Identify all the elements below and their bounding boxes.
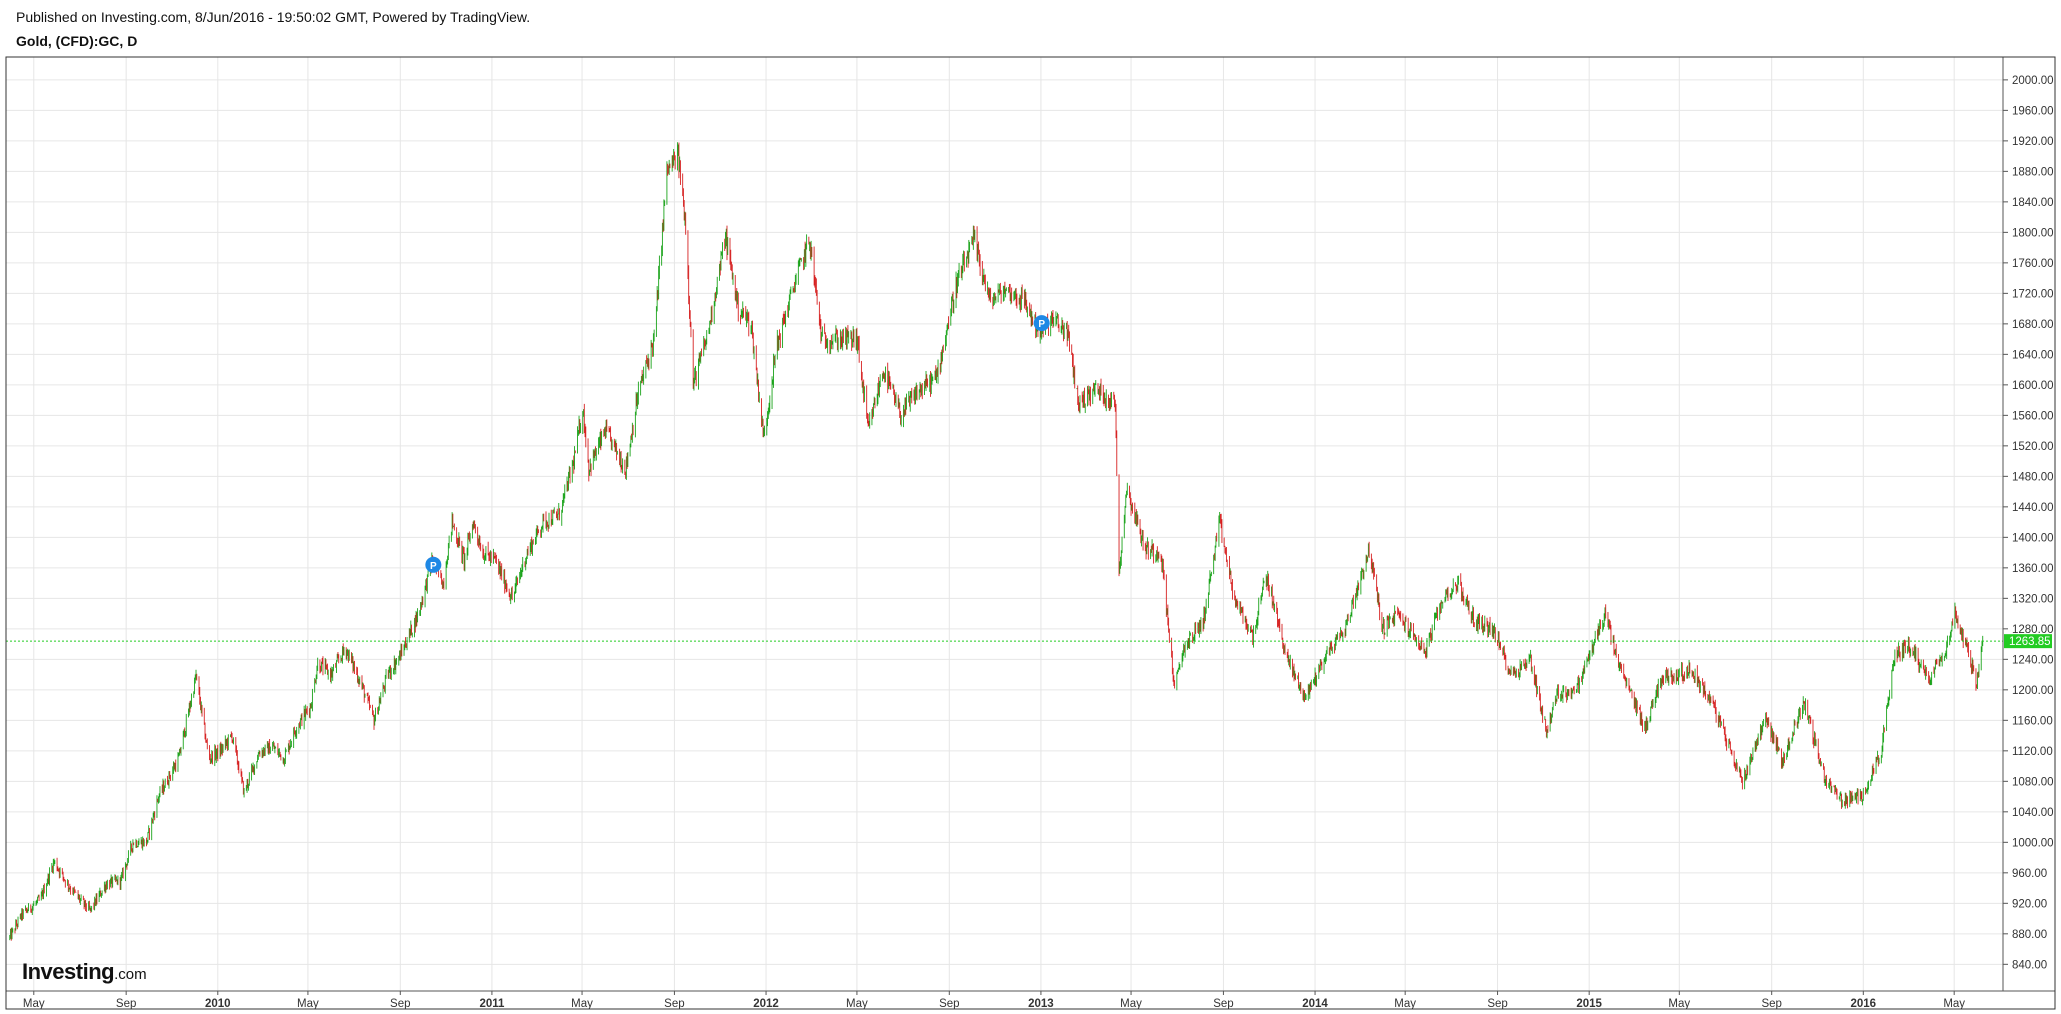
time-tick-label: Sep [116,998,136,1010]
chart-frame [5,56,2056,1010]
price-tick-label: 1760.00 [2012,258,2054,270]
price-tick-label: 1960.00 [2012,105,2054,117]
time-axis: May Sep 2010 May Sep 2011 May Sep 2012 May Sep 2013… [23,991,1965,1010]
price-tick-label: 1040.00 [2012,807,2054,819]
last-price-label: 1263.85 [2009,636,2051,648]
logo-suffix: .com [114,966,147,983]
price-tick-label: 1280.00 [2012,624,2054,636]
time-tick-label: May [1394,998,1416,1010]
last-price-tag: 1263.85 [2004,634,2052,649]
time-tick-label: 2013 [1028,998,1054,1010]
event-marker-label: P [430,561,437,572]
logo-main: Investing [22,959,115,984]
price-tick-label: 840.00 [2012,959,2047,971]
price-tick-label: 1080.00 [2012,776,2054,788]
price-tick-label: 1640.00 [2012,349,2054,361]
price-tick-label: 1600.00 [2012,380,2054,392]
time-tick-label: 2012 [753,998,779,1010]
time-tick-label: 2011 [479,998,505,1010]
price-tick-label: 1160.00 [2012,715,2053,727]
time-tick-label: May [1943,998,1965,1010]
price-tick-label: 1720.00 [2012,288,2054,300]
price-tick-label: 960.00 [2012,868,2047,880]
published-note: Published on Investing.com, 8/Jun/2016 -… [16,9,531,25]
event-marker-label: P [1038,319,1045,330]
price-tick-label: 1800.00 [2012,227,2054,239]
price-tick-label: 880.00 [2012,929,2047,941]
time-tick-label: Sep [390,998,410,1010]
price-tick-label: 1400.00 [2012,532,2054,544]
last-price-bg [2004,634,2052,649]
markers: PP [425,315,1050,573]
price-tick-label: 1240.00 [2012,654,2054,666]
time-tick-label: 2015 [1576,998,1602,1010]
time-tick-label: Sep [1213,998,1233,1010]
time-tick-label: Sep [1761,998,1781,1010]
candles [9,142,1984,941]
price-tick-label: 2000.00 [2012,75,2054,87]
time-tick-label: May [1668,998,1690,1010]
time-tick-label: May [571,998,593,1010]
price-tick-label: 1440.00 [2012,502,2054,514]
price-tick-label: 920.00 [2012,898,2047,910]
investing-logo: Investing.com [22,959,147,985]
time-tick-label: Sep [939,998,959,1010]
price-tick-label: 1840.00 [2012,197,2054,209]
time-tick-label: May [1120,998,1142,1010]
price-tick-label: 1680.00 [2012,319,2054,331]
price-tick-label: 1120.00 [2012,746,2053,758]
time-tick-label: Sep [1487,998,1507,1010]
event-marker [1033,315,1050,332]
price-tick-label: 1920.00 [2012,136,2054,148]
price-tick-label: 1360.00 [2012,563,2054,575]
price-tick-label: 1520.00 [2012,441,2054,453]
time-tick-label: May [297,998,319,1010]
price-axis: 840.00 880.00 920.00 960.00 1000.00 1040.00 10… [2003,75,2054,971]
time-tick-label: 2010 [205,998,231,1010]
plot-area[interactable] [6,57,2003,1009]
time-tick-label: 2016 [1851,998,1877,1010]
time-tick-label: Sep [664,998,684,1010]
time-tick-label: May [846,998,868,1010]
time-tick-label: May [23,998,45,1010]
price-tick-label: 1200.00 [2012,685,2054,697]
price-tick-label: 1480.00 [2012,471,2054,483]
event-marker [425,556,442,573]
price-tick-label: 1320.00 [2012,593,2054,605]
price-tick-label: 1880.00 [2012,166,2054,178]
time-tick-label: 2014 [1302,998,1328,1010]
symbol-label: Gold, (CFD):GC, D [16,33,138,49]
price-tick-label: 1000.00 [2012,837,2054,849]
price-tick-label: 1560.00 [2012,410,2054,422]
